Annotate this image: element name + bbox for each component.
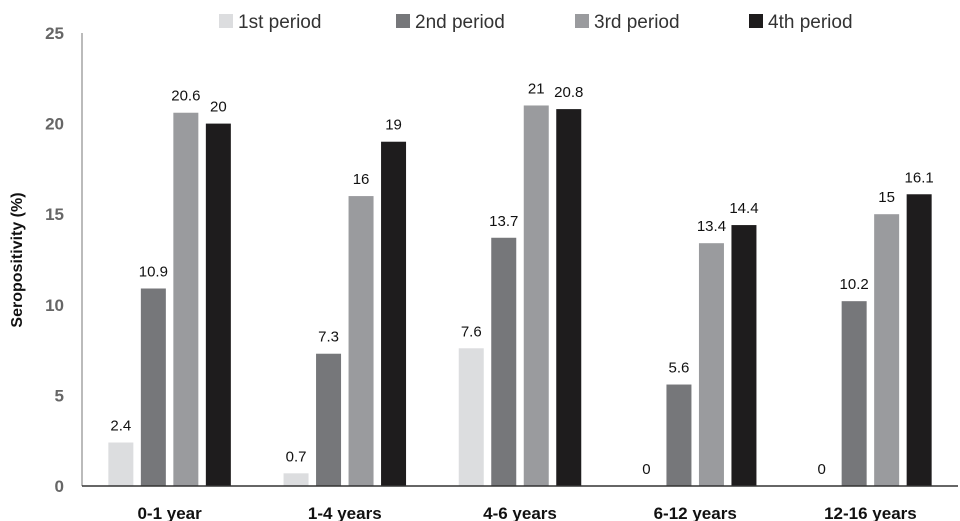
x-category-label-2: 1-4 years	[308, 504, 382, 521]
y-axis-ticks: 0 5 10 15 20 25	[45, 24, 64, 496]
legend-swatch-3	[575, 14, 589, 28]
bar-4-3	[556, 109, 582, 486]
legend-label-2: 2nd period	[415, 12, 505, 33]
data-label-3-2: 16	[353, 171, 370, 188]
data-label-2-1: 10.9	[139, 263, 168, 280]
y-tick-label-20: 20	[45, 115, 64, 134]
chart-legend: 1st period 2nd period 3rd period 4th period	[219, 12, 853, 33]
data-label-2-3: 13.7	[489, 213, 518, 230]
data-label-4-4: 14.4	[729, 200, 758, 217]
legend-label-3: 3rd period	[594, 12, 680, 33]
bar-4-5	[906, 194, 932, 486]
y-axis-label: Seropositivity (%)	[9, 192, 26, 327]
data-label-1-4: 0	[642, 461, 650, 478]
bar-3-5	[874, 214, 900, 486]
x-category-label-5: 12-16 years	[824, 504, 917, 521]
data-label-2-2: 7.3	[318, 329, 339, 346]
bar-3-1	[173, 112, 199, 486]
legend-label-4: 4th period	[768, 12, 853, 33]
bar-4-4	[731, 225, 757, 486]
bar-1-2	[283, 473, 309, 486]
bar-4-1	[205, 123, 231, 486]
data-label-3-1: 20.6	[171, 88, 200, 105]
y-tick-label-10: 10	[45, 296, 64, 315]
bar-2-5	[841, 301, 867, 486]
x-category-label-3: 4-6 years	[483, 504, 557, 521]
bar-2-3	[491, 237, 517, 486]
data-label-1-3: 7.6	[461, 323, 482, 340]
bar-3-4	[698, 243, 724, 486]
bar-2-4	[666, 384, 692, 486]
data-label-3-3: 21	[528, 80, 545, 97]
data-label-2-5: 10.2	[840, 276, 869, 293]
data-label-4-2: 19	[385, 117, 402, 134]
bar-1-3	[458, 348, 484, 486]
bar-3-2	[348, 196, 374, 486]
bar-1-1	[108, 442, 134, 486]
bar-2-1	[140, 288, 166, 486]
data-label-3-4: 13.4	[697, 218, 726, 235]
legend-swatch-1	[219, 14, 233, 28]
data-labels: 2.4 10.9 20.6 20 0.7 7.3 16 19 7.6 13.7 21 20.8 0 5.6…	[110, 80, 933, 478]
data-label-4-1: 20	[210, 99, 227, 116]
y-tick-label-0: 0	[55, 477, 64, 496]
bar-4-2	[381, 141, 407, 486]
data-label-4-5: 16.1	[905, 169, 934, 186]
y-tick-label-5: 5	[55, 386, 64, 405]
data-label-1-1: 2.4	[110, 418, 131, 435]
data-label-4-3: 20.8	[554, 84, 583, 101]
legend-swatch-4	[749, 14, 763, 28]
data-label-1-5: 0	[817, 461, 825, 478]
x-axis-category-labels: 0-1 year 1-4 years 4-6 years 6-12 years 12-1…	[137, 504, 916, 521]
bar-3-3	[523, 105, 549, 486]
data-label-2-4: 5.6	[669, 360, 690, 377]
legend-label-1: 1st period	[238, 12, 321, 33]
y-tick-label-15: 15	[45, 205, 64, 224]
data-label-1-2: 0.7	[286, 448, 307, 465]
bar-2-2	[316, 353, 342, 486]
legend-swatch-2	[396, 14, 410, 28]
x-category-label-1: 0-1 year	[137, 504, 202, 521]
y-tick-label-25: 25	[45, 24, 64, 43]
x-category-label-4: 6-12 years	[654, 504, 737, 521]
data-label-3-5: 15	[878, 189, 895, 206]
bars	[108, 105, 932, 486]
